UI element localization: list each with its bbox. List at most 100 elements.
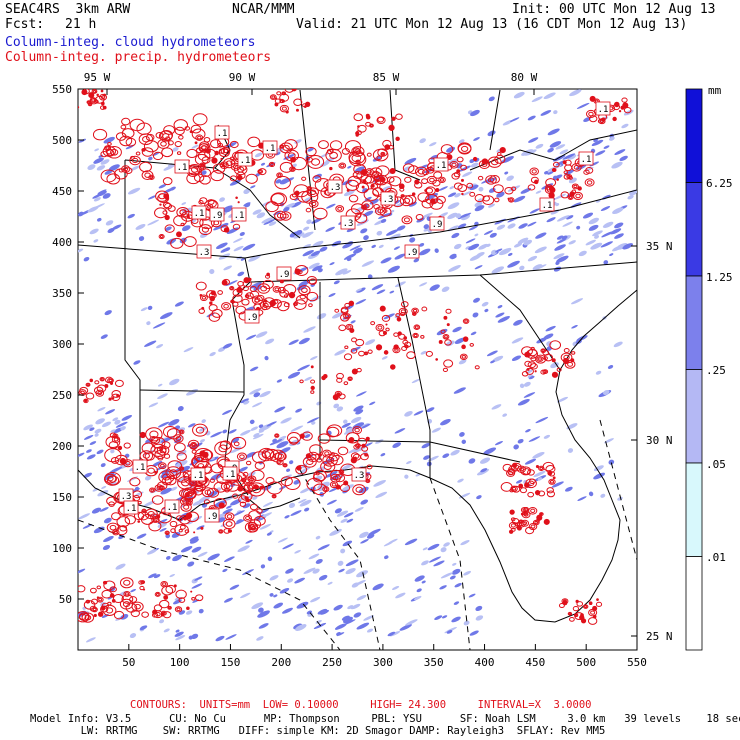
cloud-cell (543, 434, 551, 439)
cloud-cell (279, 588, 290, 594)
cloud-cell (105, 409, 116, 415)
precip-cell (75, 93, 78, 96)
cloud-cell (476, 495, 482, 500)
precip-contour (195, 281, 207, 291)
cloud-cell (502, 413, 508, 417)
cloud-cell (556, 238, 567, 244)
precip-contour (568, 196, 573, 199)
precip-cell (290, 156, 297, 163)
model-info-line1: Model Info: V3.5 CU: No Cu MP: Thompson … (30, 713, 740, 725)
precip-contour (115, 132, 127, 141)
precip-contour (121, 128, 135, 139)
cloud-cell (490, 249, 498, 255)
cloud-cell (527, 221, 537, 227)
precip-contour (280, 476, 293, 487)
precip-contour (161, 147, 174, 158)
precip-contour (162, 582, 167, 586)
border-texas (124, 160, 141, 460)
cloud-cell (326, 499, 337, 505)
precip-cell (534, 490, 541, 496)
precip-contour (574, 614, 578, 617)
cloud-cell (130, 588, 136, 593)
cloud-cell (455, 213, 462, 219)
cloud-cell (115, 563, 126, 570)
cloud-cell (298, 337, 310, 345)
x-tick-label: 500 (576, 656, 596, 669)
precip-contour (552, 161, 560, 168)
cloud-cell (350, 603, 361, 610)
precip-cell (193, 486, 197, 490)
cloud-cell (275, 179, 282, 184)
y-tick-label: 450 (52, 185, 72, 198)
cloud-cell (295, 408, 303, 413)
cloud-cell (336, 632, 341, 636)
precip-contour (345, 323, 354, 331)
cloud-cell (146, 321, 151, 326)
precip-contour (588, 115, 598, 123)
precip-contour (277, 301, 290, 312)
precip-cell (100, 101, 105, 106)
precip-contour (442, 367, 449, 373)
cloud-cell (279, 178, 290, 185)
precip-contour (239, 501, 247, 507)
cloud-cell (172, 554, 183, 562)
cloud-cell (568, 240, 576, 245)
cloud-cell (97, 189, 107, 194)
precip-contour (523, 507, 529, 512)
cloud-cell (147, 305, 153, 310)
cloud-cell (528, 436, 541, 442)
precip-contour (208, 312, 221, 322)
cloud-cell (445, 158, 459, 166)
cloud-cell (553, 253, 565, 260)
precip-cell (237, 485, 244, 492)
precip-contour (511, 485, 521, 493)
precip-cell (294, 268, 301, 275)
precip-contour (343, 313, 351, 320)
precip-cell (335, 484, 341, 490)
precip-contour (262, 279, 274, 290)
precip-contour (477, 175, 484, 181)
precip-cell (329, 166, 333, 171)
cloud-cell (346, 518, 354, 523)
cloud-cell (299, 466, 311, 473)
cloud-cell (519, 265, 525, 271)
precip-contour (516, 465, 526, 473)
cloud-cell (140, 307, 148, 312)
precip-contour (293, 299, 307, 310)
cloud-cell (366, 533, 375, 539)
cloud-cell (487, 130, 496, 137)
cloud-cell (371, 284, 384, 291)
x-tick-label: 100 (170, 656, 190, 669)
cloud-cell (105, 220, 114, 226)
cloud-cell (163, 164, 175, 171)
cloud-cell (209, 352, 216, 357)
contour-label: .1 (191, 205, 207, 220)
cloud-cell (96, 165, 106, 171)
cloud-cell (319, 246, 328, 252)
precip-contour (388, 176, 402, 187)
cloud-cell (175, 629, 180, 633)
y-tick-label: 150 (52, 491, 72, 504)
cloud-cell (312, 568, 320, 574)
precip-cell (462, 336, 469, 342)
cloud-cell (171, 532, 181, 538)
cloud-cell (252, 433, 264, 440)
precip-contour (536, 356, 544, 362)
cloud-cell (607, 365, 614, 369)
precip-contour (522, 521, 528, 526)
precip-cell (96, 93, 99, 97)
cloud-cell (287, 578, 294, 583)
precip-cell (137, 520, 141, 523)
precip-contour (236, 452, 248, 461)
cloud-cell (288, 460, 294, 465)
cloud-cell (592, 230, 603, 237)
cloud-cell (569, 89, 582, 97)
precip-contour (442, 333, 450, 340)
cloud-cell (311, 421, 316, 425)
cloud-cell (595, 150, 606, 156)
precip-contour (149, 430, 159, 439)
precip-contour (176, 206, 190, 218)
precip-contour (253, 515, 266, 526)
precip-contour (219, 440, 232, 450)
cloud-cell (614, 233, 624, 239)
